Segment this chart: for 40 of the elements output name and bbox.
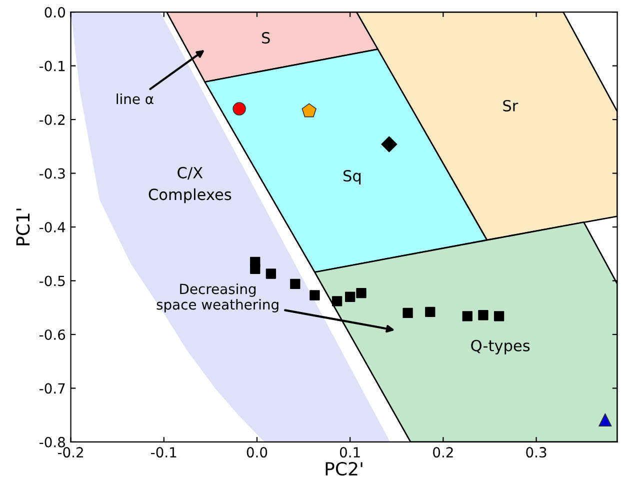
y-tick-label: 0.0 (44, 7, 66, 18)
x-tick-label: -0.1 (151, 447, 176, 458)
point (425, 306, 436, 317)
annotation: Q-types (471, 340, 530, 354)
point (232, 102, 246, 116)
annotation: C/X Complexes (148, 166, 232, 204)
annotation: Sr (503, 100, 518, 112)
y-tick-label: -0.1 (40, 60, 65, 72)
x-axis-title: PC2' (326, 462, 362, 476)
point (302, 103, 316, 118)
point (402, 308, 413, 318)
annotation: Decreasing space weathering (156, 283, 278, 312)
point (462, 311, 472, 322)
y-tick-label: -0.7 (40, 383, 65, 394)
y-tick-label: -0.4 (40, 222, 66, 232)
y-tick-label: -0.8 (40, 436, 65, 448)
y-tick-label: -0.6 (40, 329, 66, 340)
x-tick-label: 0.0 (246, 447, 268, 458)
point (290, 278, 300, 290)
annotation: line α (116, 93, 154, 104)
x-tick-label: -0.2 (58, 447, 83, 458)
point (266, 268, 276, 279)
x-tick-label: 0.1 (340, 447, 360, 458)
annotation: Sq (344, 170, 361, 185)
point (356, 288, 366, 298)
point (478, 310, 488, 320)
y-tick-label: -0.3 (40, 168, 65, 179)
point (310, 290, 320, 300)
point (494, 311, 504, 322)
x-tick-label: 0.2 (433, 447, 453, 458)
y-axis-title: PC1' (16, 208, 30, 246)
point (598, 413, 612, 427)
point (250, 264, 260, 274)
x-tick-label: 0.3 (526, 447, 546, 458)
y-tick-label: -0.5 (40, 276, 65, 286)
point (345, 292, 356, 302)
point (381, 136, 398, 152)
point (332, 296, 342, 306)
y-tick-label: -0.2 (40, 114, 65, 126)
annotation: S (262, 32, 270, 44)
